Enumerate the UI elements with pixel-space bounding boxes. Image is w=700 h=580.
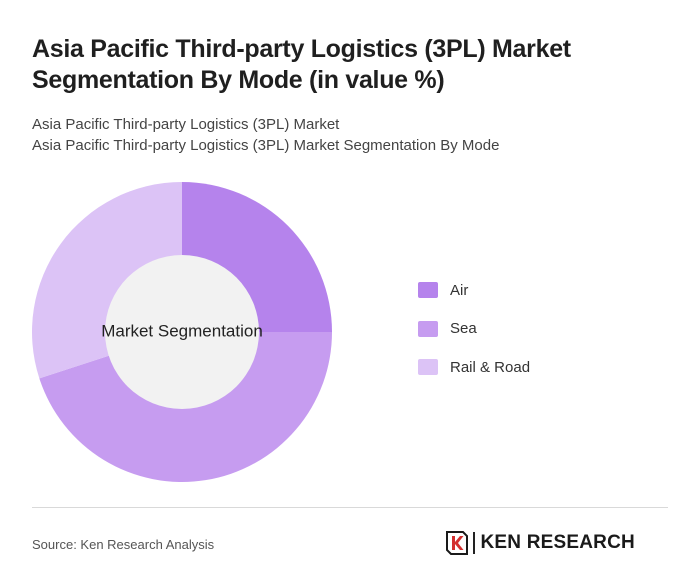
legend-swatch-sea — [418, 320, 438, 337]
logo-mark-icon — [446, 531, 468, 555]
legend-swatch-rail-road — [418, 359, 438, 375]
subtitle-line-1: Asia Pacific Third-party Logistics (3PL)… — [32, 116, 340, 133]
legend-label-air: Air — [450, 281, 469, 299]
logo-separator — [473, 532, 475, 554]
legend-label-sea: Sea — [450, 320, 477, 337]
legend-item-sea: Sea — [418, 319, 530, 339]
ken-research-logo: KEN RESEARCH — [446, 531, 635, 555]
logo-text: KEN RESEARCH — [480, 532, 635, 553]
legend-item-rail-road: Rail & Road — [418, 357, 530, 377]
chart-title: Asia Pacific Third-party Logistics (3PL)… — [32, 35, 571, 94]
legend-item-air: Air — [418, 280, 530, 300]
legend-label-rail-road: Rail & Road — [450, 358, 531, 376]
donut-chart: Market Segmentation — [31, 182, 332, 482]
donut-center-label: Market Segmentation — [101, 321, 263, 340]
footer-divider — [32, 507, 668, 508]
source-note: Source: Ken Research Analysis — [32, 537, 215, 552]
subtitle-line-2: Asia Pacific Third-party Logistics (3PL)… — [32, 137, 500, 154]
donut-hole — [105, 255, 259, 409]
legend-swatch-air — [418, 282, 438, 298]
chart-subtitle: Asia Pacific Third-party Logistics (3PL)… — [32, 114, 672, 156]
chart-legend: Air Sea Rail & Road — [418, 280, 530, 396]
